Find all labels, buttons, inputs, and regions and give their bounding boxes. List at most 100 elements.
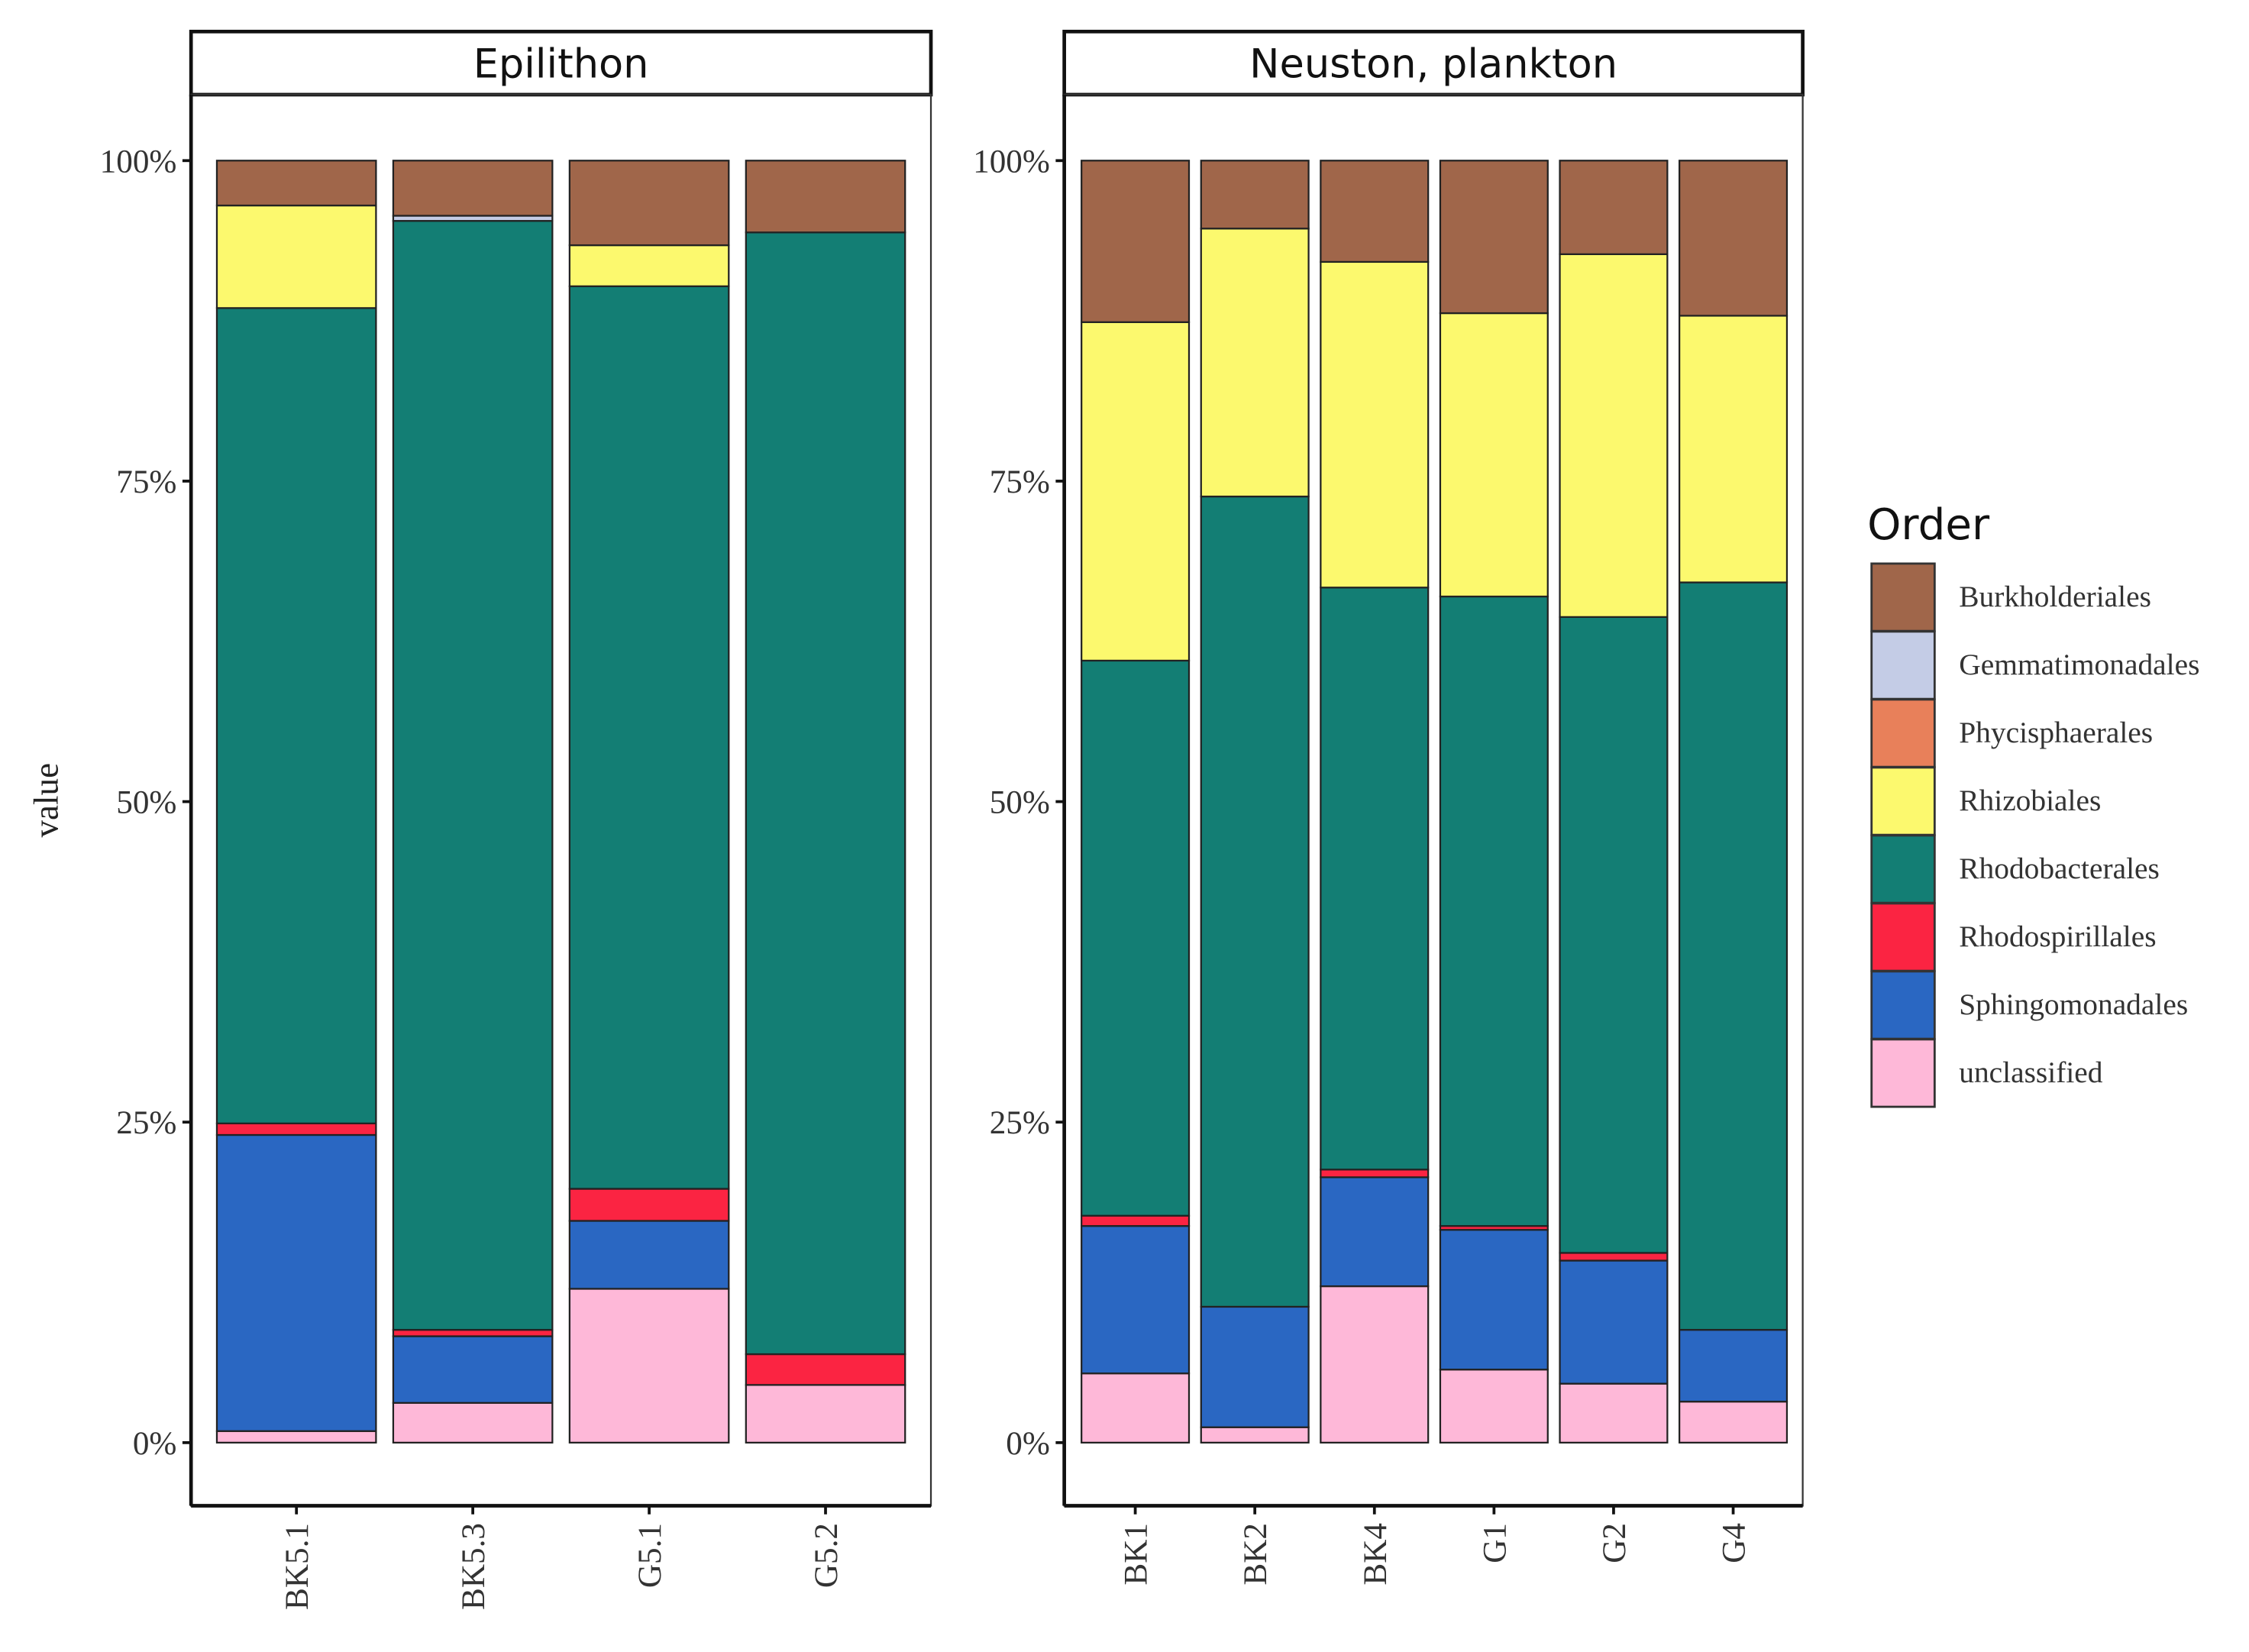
bar-segment-sphingomonadales xyxy=(1081,1225,1191,1375)
bar-segment-burkholderiales xyxy=(745,160,906,234)
bar-segment-sphingomonadales xyxy=(1439,1229,1549,1371)
bar-segment-rhodobacterales xyxy=(1200,495,1310,1308)
bar-segment-rhodospirillales xyxy=(745,1353,906,1386)
y-tick-label: 75% xyxy=(116,464,176,500)
bar-segment-unclassified xyxy=(1559,1382,1669,1443)
bar-segment-rhodospirillales xyxy=(1081,1214,1191,1227)
bar-segment-burkholderiales xyxy=(215,160,377,207)
facet-title: Epilithon xyxy=(473,40,649,87)
bar-segment-rhizobiales xyxy=(1679,315,1789,584)
bar-segment-unclassified xyxy=(1200,1426,1310,1443)
bar-segment-rhodobacterales xyxy=(568,285,730,1190)
bar-segment-rhodobacterales xyxy=(745,231,906,1356)
bar-BK2 xyxy=(1200,160,1310,1443)
legend-label: Rhodospirillales xyxy=(1959,920,2156,953)
bar-segment-sphingomonadales xyxy=(1559,1259,1669,1385)
bar-segment-burkholderiales xyxy=(1559,160,1669,255)
y-tick-label: 50% xyxy=(116,785,176,821)
bar-segment-rhodospirillales xyxy=(1320,1169,1430,1178)
bar-segment-rhodobacterales xyxy=(215,307,377,1125)
facet-panel-1: Neuston, plankton 0% 25% 50% 75% 100% BK1 BK2 BK… xyxy=(973,29,1805,1586)
legend-label: Sphingomonadales xyxy=(1959,988,2188,1021)
bar-segment-unclassified xyxy=(1320,1285,1430,1443)
bar-segment-rhodobacterales xyxy=(1320,587,1430,1171)
x-tick-label: BK1 xyxy=(1119,1523,1155,1586)
y-tick-label: 75% xyxy=(990,464,1050,500)
bar-segment-rhodospirillales xyxy=(215,1122,377,1136)
bar-BK5.1 xyxy=(215,160,377,1443)
bar-segment-rhizobiales xyxy=(1559,253,1669,618)
bar-segment-sphingomonadales xyxy=(392,1335,554,1404)
bar-segment-rhodospirillales xyxy=(568,1188,730,1222)
bar-segment-sphingomonadales xyxy=(215,1133,377,1432)
bar-segment-unclassified xyxy=(1679,1401,1789,1443)
x-tick-label: G2 xyxy=(1597,1523,1633,1563)
bar-segment-sphingomonadales xyxy=(568,1220,730,1290)
bar-segment-rhizobiales xyxy=(1320,260,1430,589)
facet-panel-0: Epilithon 0% 25% 50% 75% 100% BK5.1 BK5.3 G5.1 G5… xyxy=(100,29,933,1610)
facet-strip xyxy=(189,29,933,97)
bar-segment-unclassified xyxy=(392,1401,554,1443)
bar-G2 xyxy=(1559,160,1669,1443)
facet-title: Neuston, plankton xyxy=(1249,40,1617,87)
legend-key-rhodobacterales xyxy=(1870,834,1936,904)
bar-segment-rhizobiales xyxy=(568,244,730,287)
bar-G4 xyxy=(1679,160,1789,1443)
legend-label: Burkholderiales xyxy=(1959,580,2151,613)
legend-label: Rhodobacterales xyxy=(1959,852,2160,885)
y-tick-label: 0% xyxy=(133,1426,177,1462)
bar-G5.2 xyxy=(745,160,906,1443)
bar-segment-burkholderiales xyxy=(1320,160,1430,263)
bar-BK1 xyxy=(1081,160,1191,1443)
bar-segment-unclassified xyxy=(568,1288,730,1443)
legend-label: unclassified xyxy=(1959,1056,2103,1089)
y-tick-label: 100% xyxy=(973,144,1050,179)
bar-segment-unclassified xyxy=(1081,1372,1191,1443)
legend: Order Burkholderiales Gemmatimonadales Phy… xyxy=(1867,500,2199,1108)
x-tick-label: BK5.1 xyxy=(280,1523,315,1610)
legend-label: Rhizobiales xyxy=(1959,784,2101,817)
y-axis-label: value xyxy=(27,763,66,838)
x-tick-label: BK5.3 xyxy=(456,1523,492,1610)
bar-segment-sphingomonadales xyxy=(1320,1176,1430,1288)
legend-key-phycisphaerales xyxy=(1870,698,1936,768)
bar-segment-rhizobiales xyxy=(1439,312,1549,598)
legend-key-gemmatimonadales xyxy=(1870,630,1936,700)
bar-segment-rhodospirillales xyxy=(1559,1252,1669,1262)
bar-segment-rhodobacterales xyxy=(1679,581,1789,1331)
bar-segment-rhizobiales xyxy=(1081,321,1191,662)
bar-segment-rhodospirillales xyxy=(392,1329,554,1337)
legend-key-unclassified xyxy=(1870,1038,1936,1108)
legend-title: Order xyxy=(1867,500,1990,550)
bar-segment-rhodobacterales xyxy=(392,220,554,1331)
x-tick-label: G1 xyxy=(1477,1523,1513,1563)
y-tick-label: 0% xyxy=(1006,1426,1050,1462)
y-tick-label: 25% xyxy=(990,1105,1050,1141)
y-tick-label: 50% xyxy=(990,785,1050,821)
bar-G1 xyxy=(1439,160,1549,1443)
bar-G5.1 xyxy=(568,160,730,1443)
legend-key-burkholderiales xyxy=(1870,562,1936,632)
legend-label: Phycisphaerales xyxy=(1959,716,2153,749)
bar-BK5.3 xyxy=(392,160,554,1443)
bar-segment-unclassified xyxy=(1439,1369,1549,1443)
bar-segment-rhodobacterales xyxy=(1439,595,1549,1227)
facet-strip xyxy=(1062,29,1805,97)
bar-segment-unclassified xyxy=(745,1384,906,1443)
legend-key-rhizobiales xyxy=(1870,766,1936,836)
y-tick-label: 100% xyxy=(100,144,177,179)
bar-segment-burkholderiales xyxy=(1200,160,1310,230)
bar-segment-burkholderiales xyxy=(1081,160,1191,323)
bar-BK4 xyxy=(1320,160,1430,1443)
legend-label: Gemmatimonadales xyxy=(1959,648,2199,681)
y-tick-label: 25% xyxy=(116,1105,176,1141)
bar-segment-burkholderiales xyxy=(568,160,730,247)
bar-segment-rhizobiales xyxy=(215,204,377,309)
bar-segment-burkholderiales xyxy=(1439,160,1549,315)
bar-segment-sphingomonadales xyxy=(1200,1305,1310,1428)
x-tick-label: BK4 xyxy=(1358,1523,1394,1586)
legend-key-rhodospirillales xyxy=(1870,902,1936,972)
bar-segment-sphingomonadales xyxy=(1679,1329,1789,1403)
x-tick-label: G5.1 xyxy=(632,1523,668,1588)
